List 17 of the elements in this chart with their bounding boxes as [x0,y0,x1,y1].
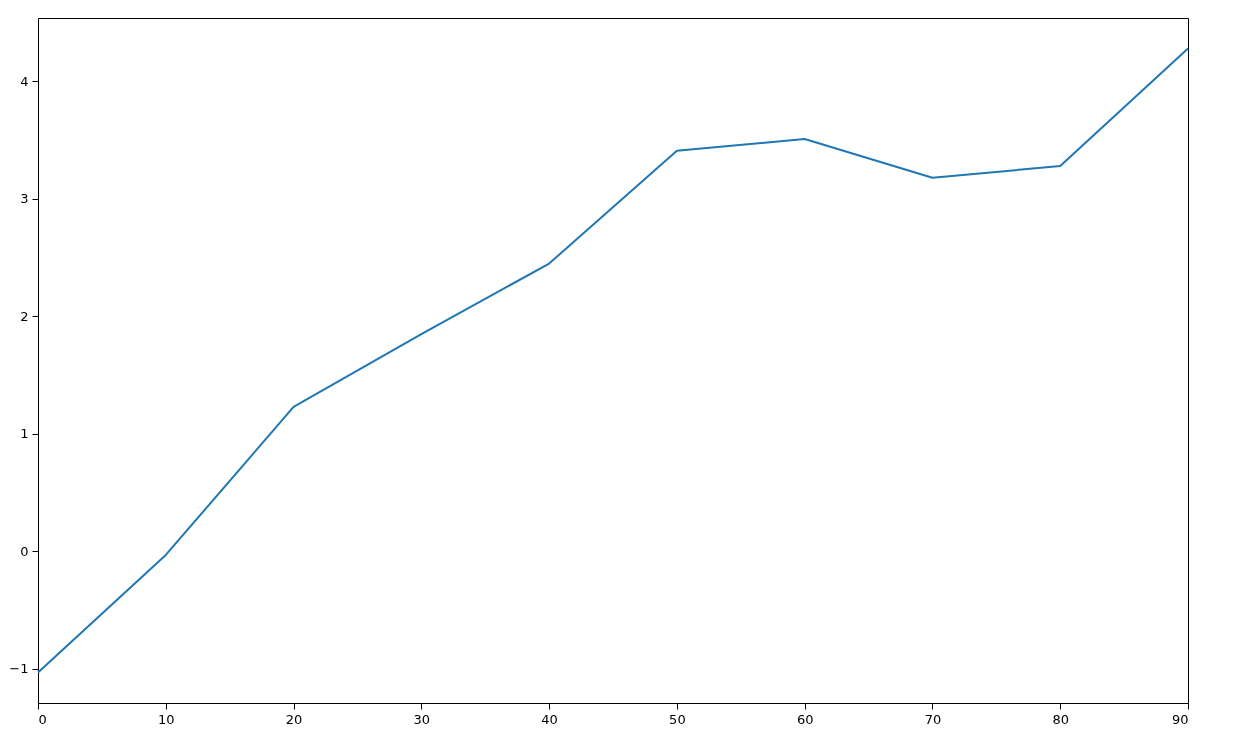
x-tick-label: 50 [669,711,686,727]
x-tick-label: 80 [1052,711,1069,727]
y-tick-label: 3 [20,191,29,207]
x-tick-label: 40 [541,711,558,727]
x-tick-label: 30 [413,711,431,727]
x-tick-label: 10 [158,711,175,727]
x-tick-label: 90 [1171,711,1189,727]
x-tick-label: 70 [924,711,942,727]
y-tick-label: 1 [20,426,29,442]
y-tick-label: 2 [20,308,29,324]
y-tick-label: 4 [20,73,29,89]
x-tick-label: 60 [796,711,814,727]
y-tick-label: 0 [20,543,29,559]
x-tick-label: 0 [38,711,47,727]
x-tick-label: 20 [285,711,303,727]
line-series [37,47,1189,674]
y-tick-label: −1 [9,661,29,677]
